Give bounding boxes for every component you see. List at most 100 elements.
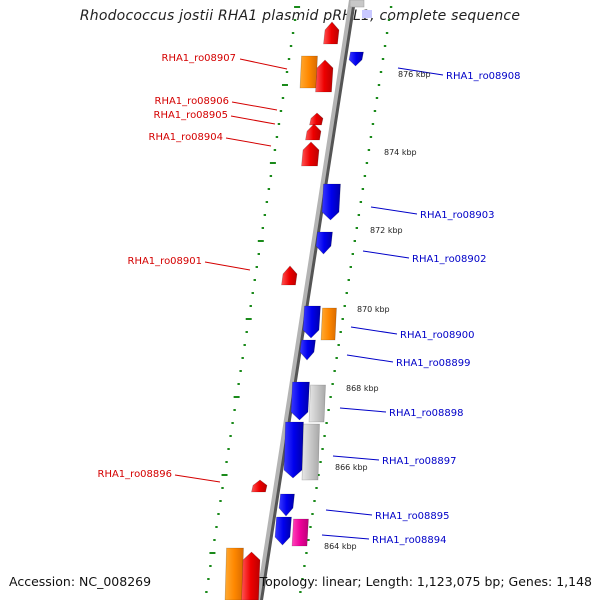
gene-label-ro08906[interactable]: RHA1_ro08906 — [155, 96, 230, 107]
backbone-line — [256, 0, 353, 600]
gene-arrow — [290, 381, 310, 421]
gene-label-ro08895[interactable]: RHA1_ro08895 — [375, 511, 450, 522]
tick-dot-right — [325, 422, 328, 424]
gene-arrow — [309, 112, 324, 126]
tick-dot-left — [279, 110, 283, 112]
tick-dot-right — [339, 331, 342, 333]
tick-dot-right — [309, 526, 312, 528]
tick-dot-right — [363, 175, 367, 177]
tick-dot-left — [221, 474, 228, 476]
leader-line — [225, 137, 272, 147]
tick-dot-left — [215, 526, 218, 528]
leader-line — [239, 58, 288, 70]
gene-label-ro08897[interactable]: RHA1_ro08897 — [382, 456, 457, 467]
gene-arrow — [348, 51, 364, 67]
top-partial-gene-blue — [362, 10, 372, 18]
tick-dot-left — [243, 344, 246, 346]
gene-label-ro08908[interactable]: RHA1_ro08908 — [446, 71, 521, 82]
tick-dot-right — [327, 409, 330, 411]
leader-line — [230, 115, 276, 125]
tick-dot-right — [385, 32, 389, 34]
tick-dot-right — [301, 578, 304, 580]
tick-dot-right — [343, 305, 346, 307]
tick-dot-left — [213, 539, 216, 541]
tick-dot-left — [255, 266, 258, 268]
gene-arrow — [323, 21, 340, 45]
gene-arrow — [251, 479, 268, 493]
gene-label-ro08905[interactable]: RHA1_ro08905 — [154, 110, 229, 121]
gene-label-ro08900[interactable]: RHA1_ro08900 — [400, 330, 475, 341]
tick-dot-right — [389, 6, 393, 8]
gene-arrow — [224, 547, 244, 600]
tick-dot-left — [269, 175, 273, 177]
gene-arrow — [274, 516, 292, 546]
tick-dot-right — [373, 110, 377, 112]
tick-dot-left — [205, 591, 208, 593]
tick-dot-left — [263, 214, 267, 216]
tick-dot-right — [381, 58, 385, 60]
tick-dot-right — [353, 240, 356, 242]
gene-label-ro08903[interactable]: RHA1_ro08903 — [420, 210, 495, 221]
scale-label-872: 872 kbp — [370, 226, 403, 235]
leader-line — [346, 354, 394, 363]
tick-dot-left — [245, 318, 252, 320]
scale-label-870: 870 kbp — [357, 305, 390, 314]
scale-label-874: 874 kbp — [384, 148, 417, 157]
tick-dot-right — [371, 123, 375, 125]
gene-label-ro08907[interactable]: RHA1_ro08907 — [162, 53, 237, 64]
tick-dot-left — [209, 552, 216, 554]
tick-dot-right — [361, 188, 365, 190]
tick-dot-right — [323, 435, 326, 437]
tick-dot-left — [227, 448, 230, 450]
tick-dot-right — [345, 292, 348, 294]
scale-label-868: 868 kbp — [346, 384, 379, 393]
gene-arrow — [291, 518, 309, 547]
tick-dot-right — [333, 370, 336, 372]
tick-dot-left — [293, 19, 297, 21]
gene-arrow — [241, 551, 261, 600]
tick-dot-left — [287, 58, 291, 60]
gene-arrow — [283, 421, 304, 479]
gene-arrow — [299, 339, 316, 361]
scale-label-876: 876 kbp — [398, 70, 431, 79]
tick-dot-left — [229, 435, 232, 437]
tick-dot-right — [369, 136, 373, 138]
tick-dot-right — [335, 357, 338, 359]
tick-dot-left — [281, 84, 288, 86]
tick-dot-left — [251, 292, 254, 294]
tick-dot-right — [307, 539, 310, 541]
tick-dot-left — [257, 253, 260, 255]
topology-summary: Topology: linear; Length: 1,123,075 bp; … — [259, 574, 592, 589]
gene-label-ro08894[interactable]: RHA1_ro08894 — [372, 535, 447, 546]
gene-label-ro08904[interactable]: RHA1_ro08904 — [149, 132, 224, 143]
leader-line — [370, 206, 418, 215]
tick-dot-right — [387, 19, 391, 21]
tick-dot-left — [231, 422, 234, 424]
leader-line — [339, 407, 387, 413]
tick-dot-left — [267, 188, 271, 190]
tick-dot-right — [347, 279, 350, 281]
gene-label-ro08902[interactable]: RHA1_ro08902 — [412, 254, 487, 265]
tick-dot-left — [273, 149, 277, 151]
tick-dot-right — [299, 591, 302, 593]
gene-label-ro08898[interactable]: RHA1_ro08898 — [389, 408, 464, 419]
gene-label-ro08899[interactable]: RHA1_ro08899 — [396, 358, 471, 369]
gene-arrow — [305, 123, 322, 141]
tick-dot-right — [379, 71, 383, 73]
tick-dot-left — [225, 461, 228, 463]
gene-arrow — [281, 265, 298, 286]
gene-arrow — [321, 183, 341, 221]
tick-dot-left — [209, 565, 212, 567]
tick-dot-right — [341, 318, 344, 320]
tick-dot-right — [349, 266, 352, 268]
tick-dot-left — [289, 45, 293, 47]
gene-label-ro08901[interactable]: RHA1_ro08901 — [128, 256, 203, 267]
gene-label-ro08896[interactable]: RHA1_ro08896 — [98, 469, 173, 480]
tick-dot-left — [285, 71, 289, 73]
leader-line — [362, 250, 410, 259]
gene-arrow — [301, 423, 320, 481]
accession-text: Accession: NC_008269 — [9, 574, 152, 589]
scale-label-864: 864 kbp — [324, 542, 357, 551]
gene-arrow — [308, 384, 326, 423]
label-leaders — [174, 58, 444, 540]
